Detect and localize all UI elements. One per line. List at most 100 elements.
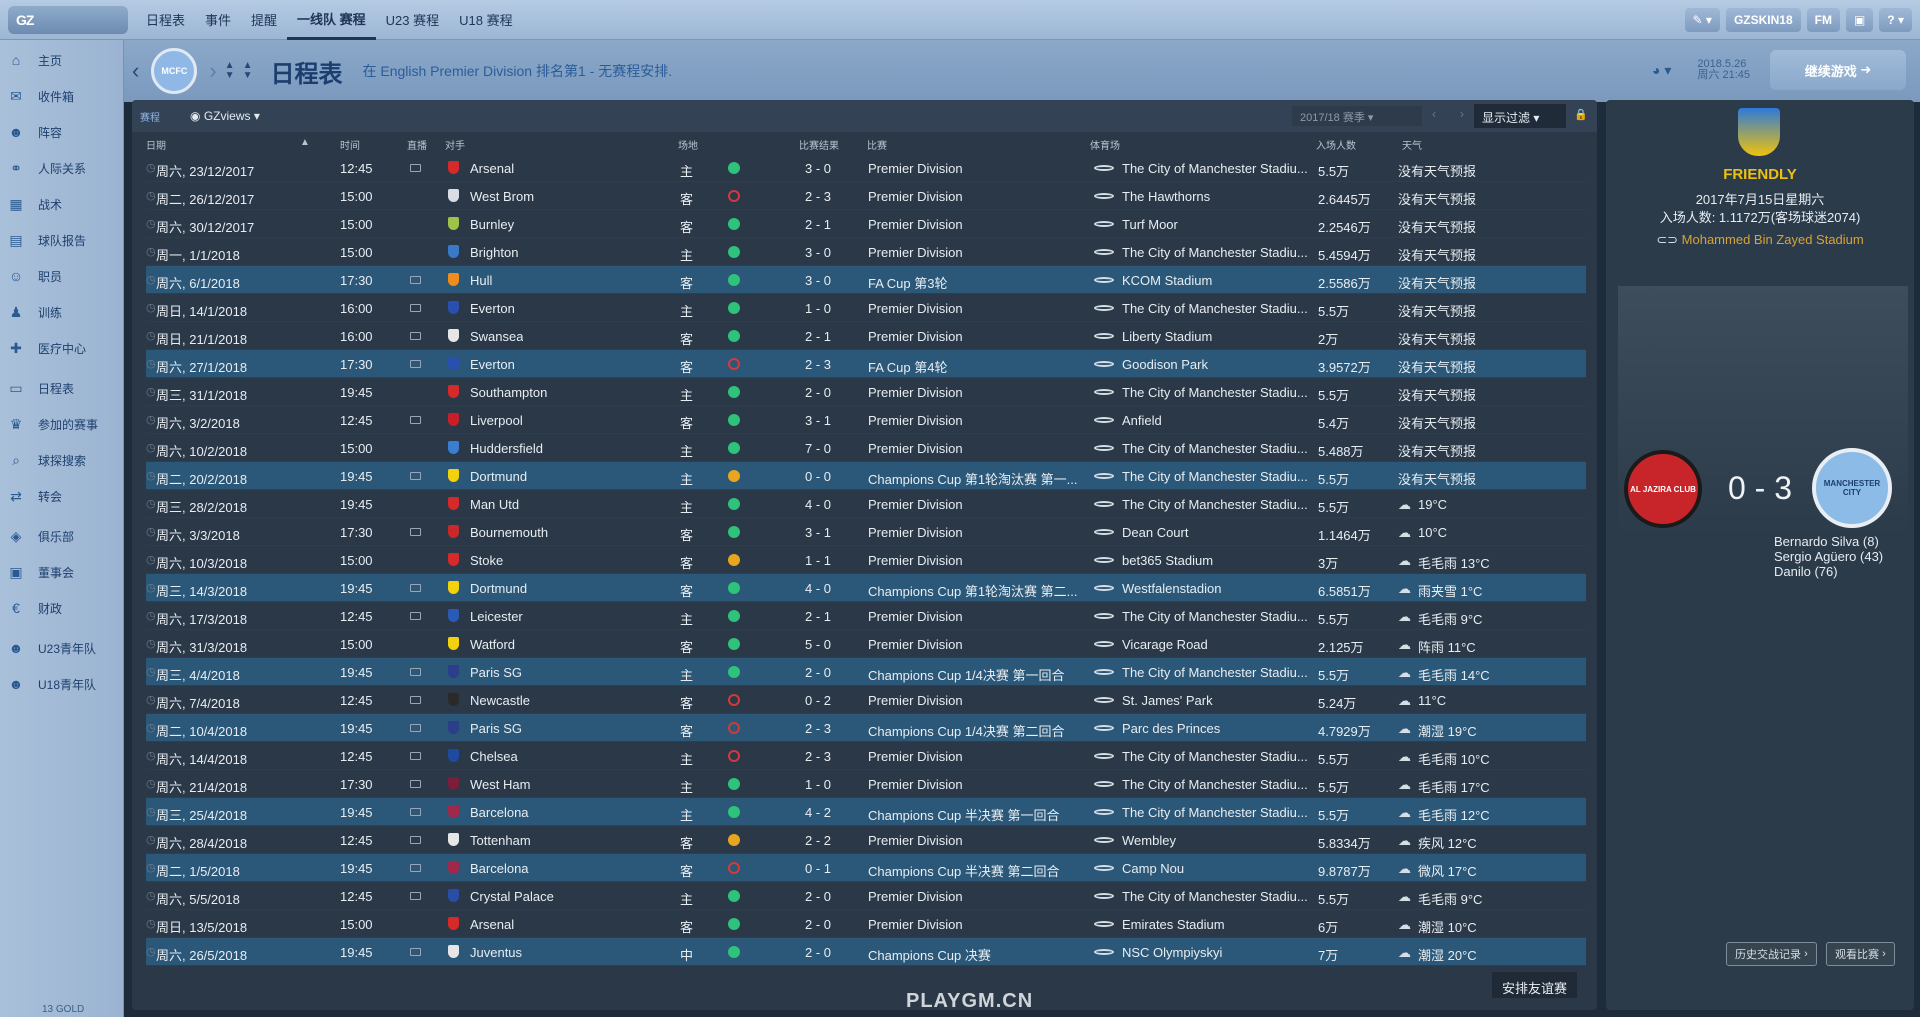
tab-events[interactable]: 事件 bbox=[205, 13, 232, 28]
updown-arrow-icon-2[interactable]: ▲ ▼ bbox=[242, 60, 253, 81]
fixture-competition[interactable]: Premier Division bbox=[868, 553, 963, 568]
fixture-competition[interactable]: Premier Division bbox=[868, 385, 963, 400]
col-attendance[interactable]: 入场人数 bbox=[1316, 141, 1356, 152]
globe-icon[interactable]: ◕ ▾ bbox=[1652, 61, 1672, 78]
col-weather[interactable]: 天气 bbox=[1402, 141, 1422, 152]
table-row[interactable]: ◷ 周日, 13/5/2018 15:00 Arsenal 客 2 - 0 Premier … bbox=[146, 910, 1586, 938]
table-row[interactable]: ◷ 周六, 21/4/2018 17:30 West Ham 主 1 - 0 Premier… bbox=[146, 770, 1586, 798]
sidebar-item[interactable]: ⇄ 转会 bbox=[0, 478, 123, 514]
fixture-opponent[interactable]: Bournemouth bbox=[470, 525, 549, 540]
forward-arrow-icon[interactable]: › bbox=[209, 58, 217, 83]
fixture-opponent[interactable]: Brighton bbox=[470, 245, 519, 260]
table-row[interactable]: ◷ 周日, 14/1/2018 16:00 Everton 主 1 - 0 Premier … bbox=[146, 294, 1586, 322]
sidebar-item[interactable]: ☻ 阵容 bbox=[0, 114, 123, 150]
fixture-opponent[interactable]: Barcelona bbox=[470, 805, 529, 820]
table-row[interactable]: ◷ 周六, 3/2/2018 12:45 Liverpool 客 3 - 1 Premier… bbox=[146, 406, 1586, 434]
tab-reminders[interactable]: 提醒 bbox=[251, 13, 278, 28]
home-badge[interactable]: AL JAZIRA CLUB bbox=[1624, 450, 1702, 528]
continue-button[interactable]: 继续游戏 ➜ bbox=[1770, 50, 1906, 90]
sidebar-item[interactable]: ◈ 俱乐部 bbox=[0, 518, 123, 554]
fixture-opponent[interactable]: Everton bbox=[470, 357, 515, 372]
fixture-competition[interactable]: Premier Division bbox=[868, 693, 963, 708]
table-row[interactable]: ◷ 周三, 14/3/2018 19:45 Dortmund 客 4 - 0 Champio… bbox=[146, 574, 1586, 602]
sidebar-item[interactable]: ☻ U18青年队 bbox=[0, 666, 123, 702]
fixture-opponent[interactable]: Paris SG bbox=[470, 665, 523, 680]
fixture-opponent[interactable]: Crystal Palace bbox=[470, 889, 554, 904]
sidebar-item[interactable]: ⌂ 主页 bbox=[0, 42, 123, 78]
fixture-opponent[interactable]: Chelsea bbox=[470, 749, 518, 764]
col-opponent[interactable]: 对手 bbox=[445, 141, 465, 152]
table-row[interactable]: ◷ 周六, 26/5/2018 19:45 Juventus 中 2 - 0 Champio… bbox=[146, 938, 1586, 966]
fixture-competition[interactable]: Premier Division bbox=[868, 833, 963, 848]
fixture-competition[interactable]: Champions Cup 半决赛 第二回合 bbox=[868, 864, 1060, 879]
fixture-opponent[interactable]: Tottenham bbox=[470, 833, 531, 848]
fixture-competition[interactable]: Premier Division bbox=[868, 245, 963, 260]
table-row[interactable]: ◷ 周一, 1/1/2018 15:00 Brighton 主 3 - 0 Premier … bbox=[146, 238, 1586, 266]
fixture-competition[interactable]: FA Cup 第3轮 bbox=[868, 276, 948, 291]
fixture-competition[interactable]: FA Cup 第4轮 bbox=[868, 360, 948, 375]
fm-menu-button[interactable]: FM bbox=[1806, 8, 1840, 32]
fixture-competition[interactable]: Premier Division bbox=[868, 217, 963, 232]
fixture-competition[interactable]: Premier Division bbox=[868, 777, 963, 792]
table-row[interactable]: ◷ 周三, 25/4/2018 19:45 Barcelona 主 4 - 2 Champi… bbox=[146, 798, 1586, 826]
fixture-competition[interactable]: Champions Cup 第1轮淘汰赛 第二... bbox=[868, 584, 1078, 599]
table-row[interactable]: ◷ 周三, 28/2/2018 19:45 Man Utd 主 4 - 0 Premier … bbox=[146, 490, 1586, 518]
sidebar-item[interactable]: ▤ 球队报告 bbox=[0, 222, 123, 258]
help-button[interactable]: ? ▾ bbox=[1879, 8, 1912, 32]
sidebar-item[interactable]: ✚ 医疗中心 bbox=[0, 330, 123, 366]
col-venue[interactable]: 场地 bbox=[678, 141, 698, 152]
sidebar-item[interactable]: ♟ 训练 bbox=[0, 294, 123, 330]
fixture-competition[interactable]: Premier Division bbox=[868, 497, 963, 512]
fixtures-tab[interactable]: 赛程 bbox=[140, 112, 160, 124]
fixture-opponent[interactable]: Newcastle bbox=[470, 693, 530, 708]
col-tv[interactable]: 直播 bbox=[407, 141, 427, 152]
table-row[interactable]: ◷ 周三, 4/4/2018 19:45 Paris SG 主 2 - 0 Champion… bbox=[146, 658, 1586, 686]
sidebar-item[interactable]: ▭ 日程表 bbox=[0, 370, 123, 406]
table-row[interactable]: ◷ 周六, 17/3/2018 12:45 Leicester 主 2 - 1 Premie… bbox=[146, 602, 1586, 630]
fixture-opponent[interactable]: Everton bbox=[470, 301, 515, 316]
table-row[interactable]: ◷ 周六, 23/12/2017 12:45 Arsenal 主 3 - 0 Premier… bbox=[146, 154, 1586, 182]
fixture-competition[interactable]: Premier Division bbox=[868, 329, 963, 344]
fixture-opponent[interactable]: West Brom bbox=[470, 189, 535, 204]
updown-arrow-icon[interactable]: ▲ ▼ bbox=[224, 60, 235, 81]
col-time[interactable]: 时间 bbox=[340, 141, 360, 152]
tab-u18-fixtures[interactable]: U18 赛程 bbox=[459, 13, 513, 28]
sidebar-item[interactable]: ☺ 职员 bbox=[0, 258, 123, 294]
fixture-opponent[interactable]: Huddersfield bbox=[470, 441, 543, 456]
table-row[interactable]: ◷ 周日, 21/1/2018 16:00 Swansea 客 2 - 1 Premier … bbox=[146, 322, 1586, 350]
table-row[interactable]: ◷ 周六, 28/4/2018 12:45 Tottenham 客 2 - 2 Premie… bbox=[146, 826, 1586, 854]
game-logo[interactable]: GZ bbox=[8, 5, 128, 34]
tab-u23-fixtures[interactable]: U23 赛程 bbox=[385, 13, 440, 28]
edit-dropdown-button[interactable]: ✎ ▾ bbox=[1684, 8, 1720, 32]
table-row[interactable]: ◷ 周六, 5/5/2018 12:45 Crystal Palace 主 2 - 0 Pr… bbox=[146, 882, 1586, 910]
fixture-competition[interactable]: Premier Division bbox=[868, 301, 963, 316]
sidebar-item[interactable]: ☻ U23青年队 bbox=[0, 630, 123, 666]
fixture-competition[interactable]: Champions Cup 1/4决赛 第一回合 bbox=[868, 668, 1065, 683]
col-result[interactable]: 比赛结果 bbox=[799, 141, 839, 152]
col-competition[interactable]: 比赛 bbox=[867, 141, 887, 152]
history-button[interactable]: 历史交战记录 › bbox=[1726, 942, 1817, 966]
fixture-opponent[interactable]: Swansea bbox=[470, 329, 524, 344]
fixture-opponent[interactable]: Arsenal bbox=[470, 917, 515, 932]
table-row[interactable]: ◷ 周六, 31/3/2018 15:00 Watford 客 5 - 0 Premier … bbox=[146, 630, 1586, 658]
fixture-opponent[interactable]: Dortmund bbox=[470, 469, 528, 484]
sidebar-item[interactable]: ⌕ 球探搜索 bbox=[0, 442, 123, 478]
table-row[interactable]: ◷ 周六, 30/12/2017 15:00 Burnley 客 2 - 1 Premier… bbox=[146, 210, 1586, 238]
fixture-competition[interactable]: Premier Division bbox=[868, 609, 963, 624]
sidebar-item[interactable]: ✉ 收件箱 bbox=[0, 78, 123, 114]
fixture-opponent[interactable]: Southampton bbox=[470, 385, 548, 400]
sidebar-item[interactable]: € 财政 bbox=[0, 590, 123, 626]
fixture-competition[interactable]: Premier Division bbox=[868, 889, 963, 904]
fixture-opponent[interactable]: West Ham bbox=[470, 777, 531, 792]
fixture-competition[interactable]: Premier Division bbox=[868, 161, 963, 176]
arrange-friendly-button[interactable]: 安排友谊赛 bbox=[1492, 972, 1578, 998]
sidebar-item[interactable]: ⚭ 人际关系 bbox=[0, 150, 123, 186]
tab-first-team-fixtures[interactable]: 一线队 赛程 bbox=[287, 0, 376, 40]
skin-button[interactable]: GZSKIN18 bbox=[1725, 8, 1801, 32]
fixture-competition[interactable]: Premier Division bbox=[868, 917, 963, 932]
fixture-competition[interactable]: Premier Division bbox=[868, 189, 963, 204]
fixture-opponent[interactable]: Juventus bbox=[470, 945, 523, 960]
fixture-opponent[interactable]: Liverpool bbox=[470, 413, 523, 428]
season-select[interactable]: 2017/18 赛季 ▾ bbox=[1292, 106, 1422, 126]
table-row[interactable]: ◷ 周二, 10/4/2018 19:45 Paris SG 客 2 - 3 Champio… bbox=[146, 714, 1586, 742]
